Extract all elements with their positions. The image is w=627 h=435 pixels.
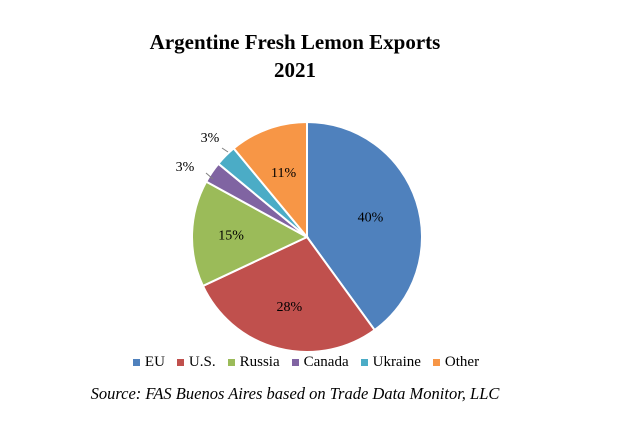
- legend-swatch-canada: [291, 359, 299, 366]
- legend-swatch-other: [432, 359, 440, 366]
- legend-label-canada: Canada: [303, 354, 349, 370]
- legend-swatch-ukraine: [360, 359, 368, 366]
- data-label-canada: 3%: [176, 160, 195, 175]
- legend-label-eu: EU: [144, 354, 165, 370]
- legend-item-canada: Canada: [291, 354, 349, 371]
- chart-title-line-1: Argentine Fresh Lemon Exports: [149, 30, 441, 54]
- leader-line-canada: [205, 172, 214, 180]
- data-label-u-s: 28%: [276, 300, 302, 315]
- data-labels: 40% 28% 15% 3% 3% 11%: [176, 131, 384, 315]
- data-label-other: 11%: [271, 166, 296, 181]
- pie-slice-other: [232, 120, 308, 240]
- data-label-ukraine: 3%: [201, 131, 220, 146]
- legend-item-ukraine: Ukraine: [360, 354, 421, 371]
- legend-item-eu: EU: [132, 354, 165, 371]
- legend-item-russia: Russia: [227, 354, 280, 371]
- legend-label-other: Other: [444, 354, 480, 370]
- legend-label-u-s: U.S.: [188, 354, 216, 370]
- leader-lines: [205, 147, 229, 180]
- legend-swatch-u-s: [176, 359, 184, 366]
- chart-title: Argentine Fresh Lemon Exports 2021: [0, 28, 590, 84]
- data-label-eu: 40%: [358, 210, 384, 225]
- pie-slice-eu: [306, 120, 423, 332]
- data-label-russia: 15%: [218, 229, 244, 244]
- legend-item-other: Other: [432, 354, 480, 371]
- source-note: Source: FAS Buenos Aires based on Trade …: [90, 384, 500, 403]
- legend: EU U.S. Russia Canada Ukraine Other: [0, 354, 612, 371]
- chart-title-line-2: 2021: [274, 58, 316, 82]
- legend-swatch-eu: [132, 359, 140, 366]
- legend-item-u-s: U.S.: [176, 354, 216, 371]
- pie-slices: [190, 120, 423, 353]
- pie-slice-russia: [190, 180, 310, 288]
- leader-line-ukraine: [221, 147, 229, 153]
- legend-label-ukraine: Ukraine: [372, 354, 421, 370]
- legend-label-russia: Russia: [239, 354, 280, 370]
- legend-swatch-russia: [227, 359, 235, 366]
- pie-slice-u-s: [201, 235, 376, 353]
